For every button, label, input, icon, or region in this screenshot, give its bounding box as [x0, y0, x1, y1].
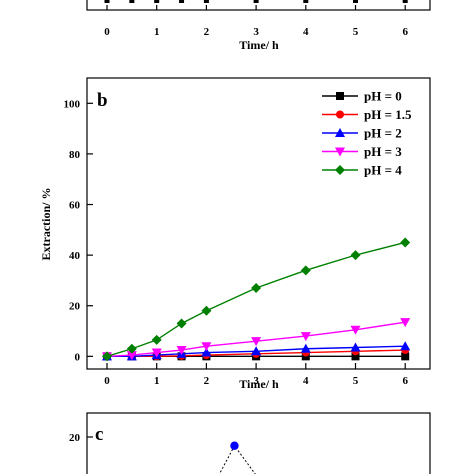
y-tick-label: 80: [69, 149, 81, 161]
series: [102, 318, 411, 362]
x-tick-label: 3: [253, 375, 259, 387]
panel-c-label: c: [95, 424, 103, 445]
x-tick-label: 2: [204, 26, 210, 38]
data-point: [402, 0, 408, 3]
data-point: [303, 0, 309, 3]
data-point: [203, 0, 209, 3]
x-tick-label: 4: [303, 26, 309, 38]
y-tick-label: 20: [69, 432, 81, 444]
panel-b-y-axis-label: Extraction/ %: [39, 188, 53, 261]
data-point: [350, 250, 361, 261]
data-point: [300, 343, 311, 353]
panel-c-y-ticks: 20: [69, 432, 93, 444]
panel-c-frame: [86, 412, 431, 474]
x-tick-label: 0: [104, 26, 110, 38]
legend-label: pH = 1.5: [364, 107, 412, 122]
data-point: [104, 0, 110, 3]
data-point: [154, 0, 160, 3]
panel-a-chart: 0 1 2 3 4 5 6 Time/ h: [86, 0, 431, 52]
data-point: [300, 332, 311, 342]
data-point: [253, 0, 259, 3]
dotted-guide-line: [218, 444, 256, 474]
panel-b-series: [102, 237, 411, 362]
data-point: [126, 343, 137, 354]
data-point: [300, 265, 311, 276]
data-point: [179, 0, 185, 3]
panel-b-frame: [86, 77, 431, 370]
data-point: [351, 352, 360, 361]
y-tick-label: 40: [69, 250, 81, 262]
x-tick-label: 2: [204, 375, 210, 387]
y-tick-label: 20: [69, 301, 81, 313]
legend-marker: [335, 165, 345, 175]
data-point: [350, 325, 361, 335]
x-tick-label: 0: [104, 375, 110, 387]
panel-c-points: [218, 441, 256, 474]
panel-a-frame: [86, 0, 431, 11]
legend-marker: [336, 92, 344, 100]
data-point: [126, 351, 137, 361]
x-tick-label: 5: [353, 375, 359, 387]
data-point: [151, 334, 162, 345]
y-tick-label: 60: [69, 200, 81, 212]
x-tick-label: 6: [402, 26, 408, 38]
panel-b-x-ticks: 0 1 2 3 4 5 6: [104, 363, 408, 387]
data-point: [129, 0, 135, 3]
panel-b-y-ticks: 0 20 40 60 80 100: [64, 98, 93, 363]
panel-a-x-ticks: 0 1 2 3 4 5 6: [104, 5, 408, 38]
data-point: [151, 348, 162, 358]
panel-b-label: b: [97, 90, 108, 111]
series: [102, 237, 411, 362]
data-point: [251, 337, 262, 347]
data-point: [400, 318, 411, 328]
x-tick-label: 5: [353, 26, 359, 38]
data-point: [201, 347, 212, 357]
data-point: [102, 351, 112, 362]
legend-marker: [335, 147, 345, 157]
data-point: [251, 346, 262, 356]
legend-label: pH = 2: [364, 126, 402, 141]
data-point: [230, 441, 239, 450]
legend-marker: [336, 110, 344, 119]
x-tick-label: 1: [154, 26, 160, 38]
x-tick-label: 1: [154, 375, 160, 387]
panel-b-legend: pH = 0 pH = 1.5 pH = 2 pH = 3 pH = 4: [322, 89, 412, 178]
panel-c-chart: c 20: [69, 412, 431, 474]
x-tick-label: 3: [253, 26, 259, 38]
data-point: [400, 237, 411, 248]
panel-b-x-axis-label: Time/ h: [239, 377, 279, 391]
legend-label: pH = 3: [364, 144, 402, 159]
data-point: [401, 352, 410, 361]
data-point: [176, 318, 187, 329]
panel-a-markers: [104, 0, 408, 3]
x-tick-label: 4: [303, 375, 309, 387]
panel-a-x-axis-label: Time/ h: [239, 38, 279, 52]
x-tick-label: 6: [402, 375, 408, 387]
y-tick-label: 0: [75, 351, 81, 363]
data-point: [201, 342, 212, 352]
data-point: [353, 0, 358, 3]
data-point: [400, 341, 411, 351]
data-point: [176, 346, 187, 356]
legend-label: pH = 4: [364, 163, 402, 178]
y-tick-label: 100: [64, 98, 81, 110]
data-point: [350, 342, 361, 352]
data-point: [201, 305, 212, 316]
legend-marker: [335, 128, 345, 137]
legend-label: pH = 0: [364, 89, 402, 104]
data-point: [251, 283, 262, 294]
